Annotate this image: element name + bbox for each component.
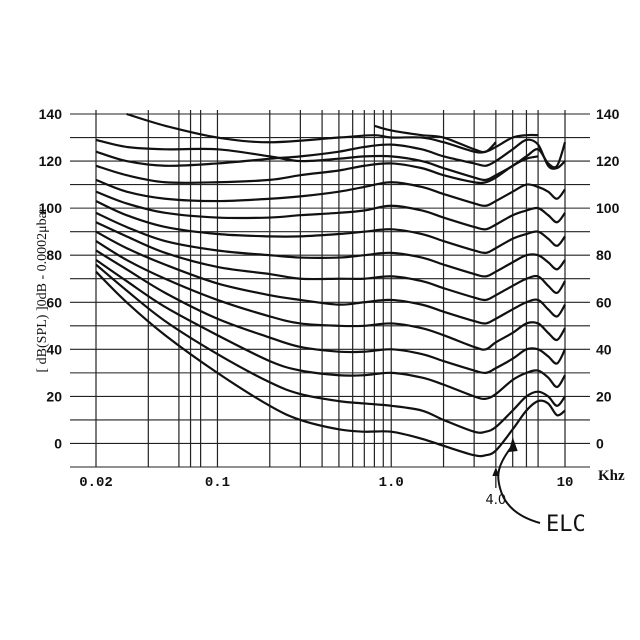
y-tick-label: 40 (596, 341, 612, 357)
loudness-curve (96, 201, 565, 253)
loudness-curve (96, 180, 565, 206)
loudness-curve (96, 265, 565, 433)
loudness-curve (96, 213, 565, 277)
y-tick-label: 80 (596, 247, 612, 263)
y-tick-label: 60 (596, 294, 612, 310)
loudness-curves (96, 114, 565, 456)
loudness-curve (96, 140, 565, 180)
loudness-curve (96, 260, 565, 399)
y-tick-label: 140 (39, 106, 63, 122)
elc-label: ELC (546, 512, 586, 537)
y-tick-label: 140 (596, 106, 620, 122)
y-tick-label: 100 (596, 200, 620, 216)
x-tick-label: 0.1 (205, 475, 230, 491)
y-axis-label: [ dB(SPL) ]0dB - 0.0002μbar (35, 207, 50, 372)
x-tick-label: 0.02 (79, 475, 113, 491)
x-tick-label: 1.0 (379, 475, 404, 491)
loudness-curve (96, 250, 565, 372)
loudness-curve (96, 232, 565, 324)
y-tick-label: 20 (596, 388, 612, 404)
elc-pointer-line (498, 444, 540, 523)
y-tick-label: 0 (596, 435, 604, 451)
loudness-curve (127, 114, 538, 153)
x-axis-unit: Khz (598, 468, 625, 484)
y-tick-label: 120 (39, 153, 63, 169)
y-tick-label: 20 (46, 388, 62, 404)
y-tick-label: 120 (596, 153, 620, 169)
y-tick-labels-right: 0 20 40 60 80 100 120 140 (596, 106, 620, 451)
loudness-curve (96, 192, 565, 230)
elc-pointer-arrowhead (509, 437, 518, 452)
x-tick-label: 10 (557, 475, 574, 491)
y-tick-label: 0 (54, 435, 62, 451)
